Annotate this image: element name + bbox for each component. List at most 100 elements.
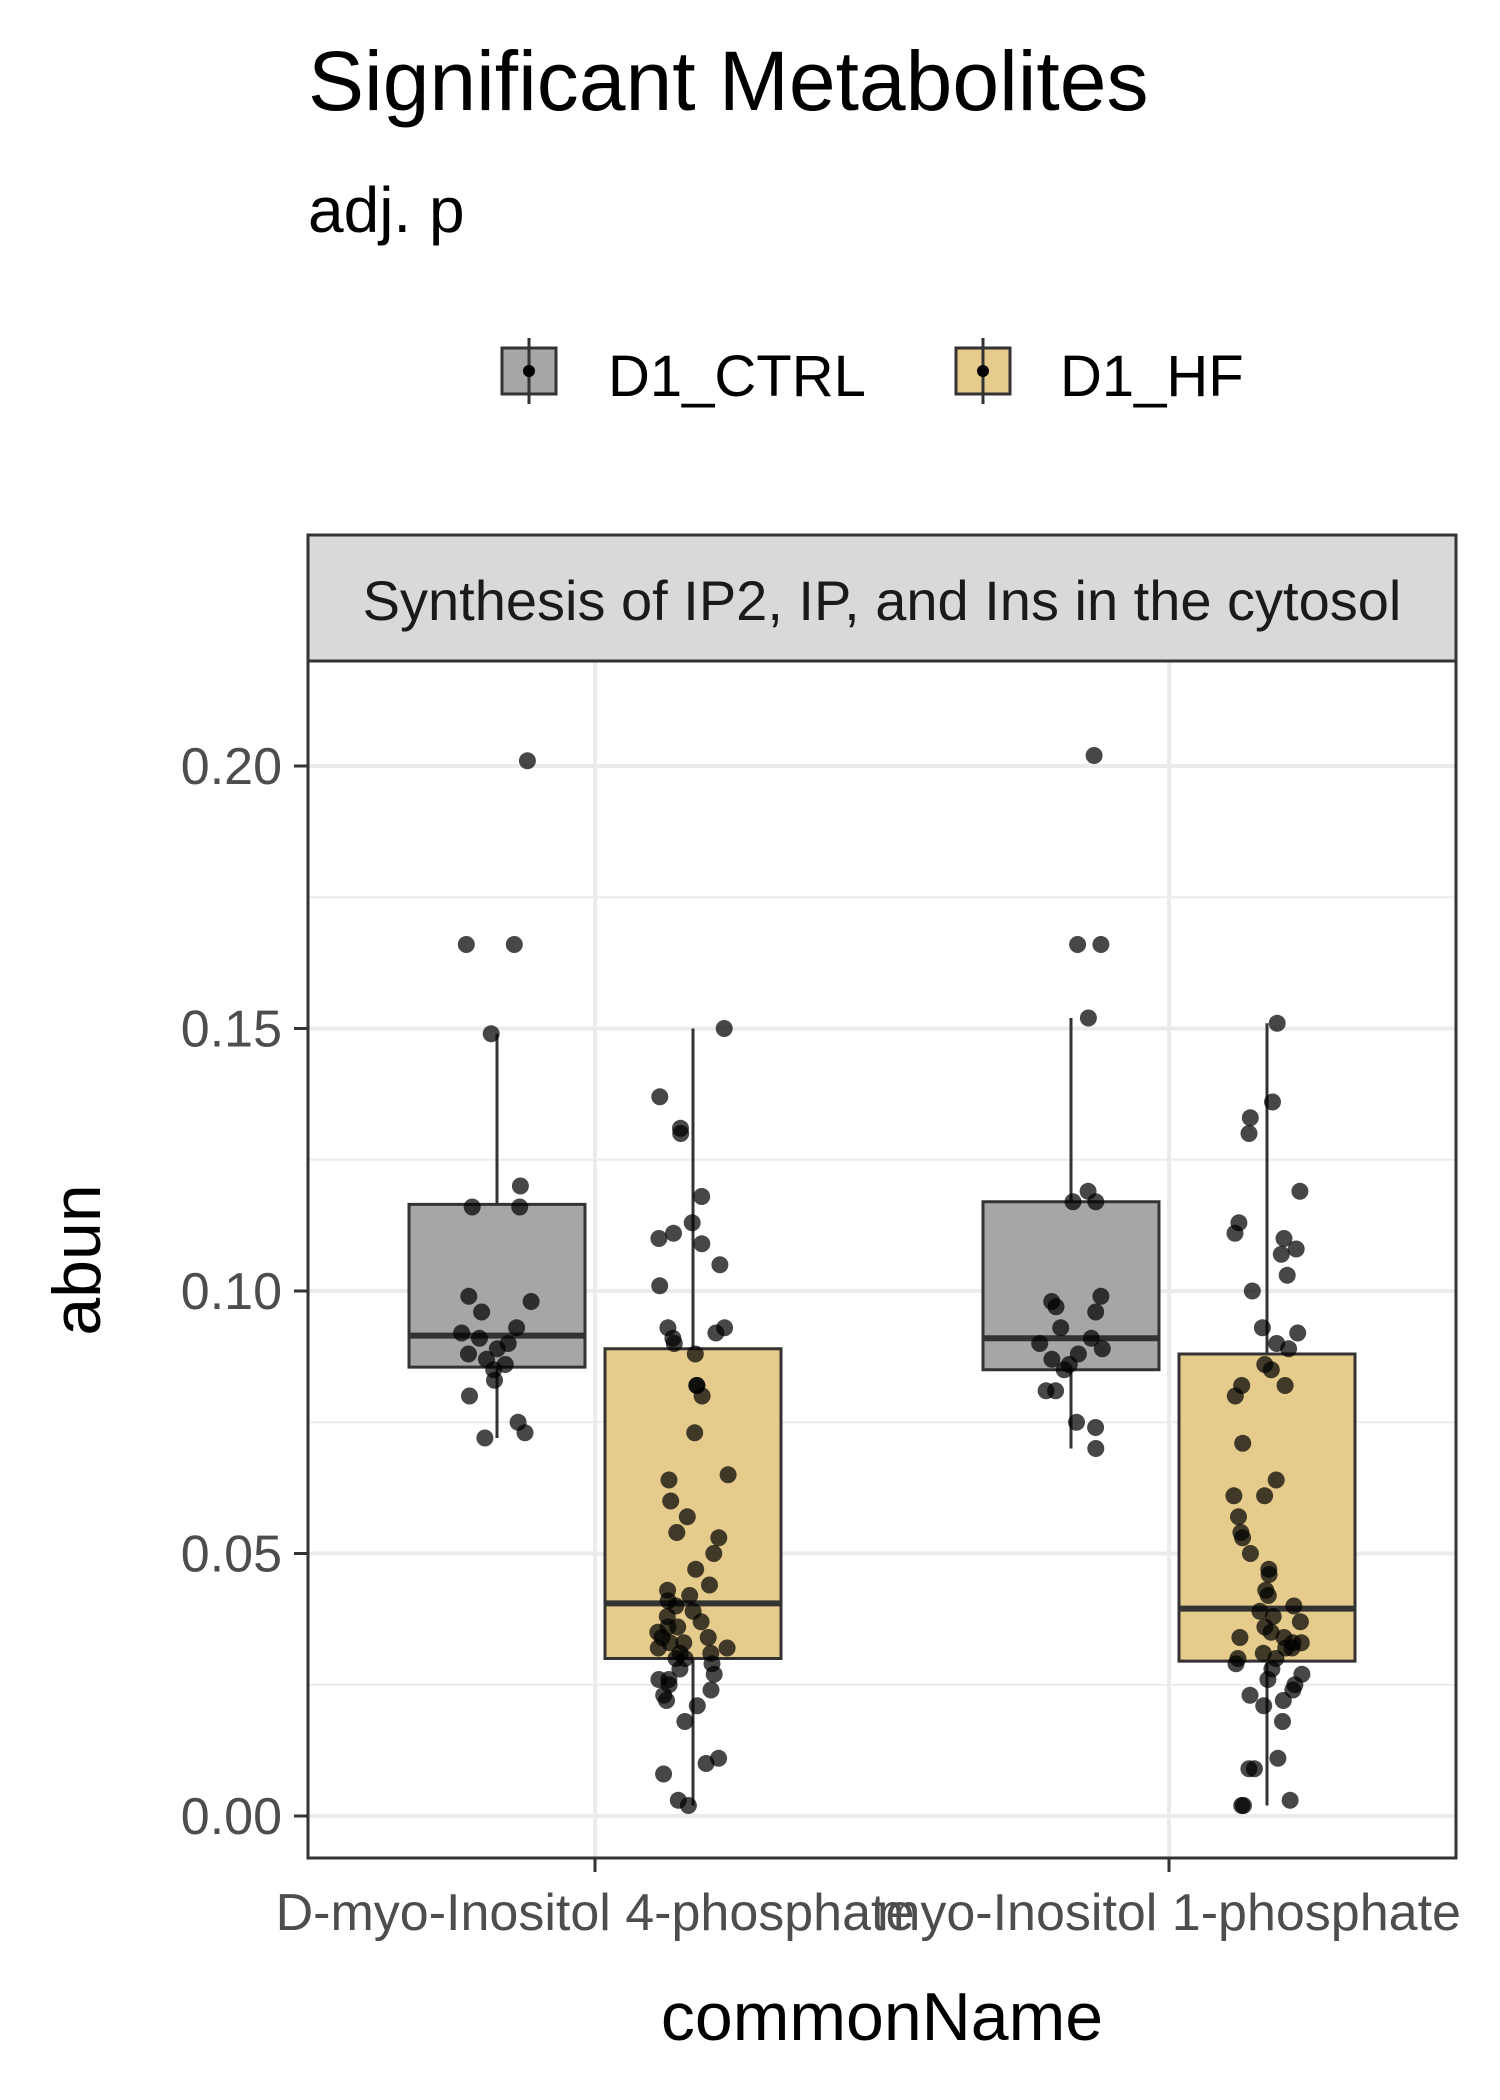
chart-title: Significant Metabolites [308,34,1148,128]
data-point [687,1560,705,1578]
data-point [486,1371,503,1389]
data-point [668,1524,686,1541]
facet-strip [306,533,1458,663]
data-point [1231,1629,1249,1646]
data-point [482,1025,500,1043]
box-body [981,1200,1161,1372]
data-point [1272,1245,1290,1263]
grid-lines [308,661,1456,1858]
data-point [1291,1182,1309,1200]
data-point [1047,1382,1065,1400]
data-point [1281,1791,1299,1809]
data-point [1251,1602,1269,1620]
data-point [1240,1125,1258,1142]
legend-label-hf: D1_HF [1060,344,1244,409]
data-point [1262,1623,1280,1641]
data-point [1226,1224,1244,1242]
data-point [1267,1471,1285,1489]
data-point [1274,1713,1291,1730]
data-point [1047,1298,1065,1316]
data-point [707,1324,725,1342]
data-point [1052,1319,1070,1337]
data-point [1087,1193,1105,1211]
data-point [1241,1109,1259,1127]
data-point [705,1665,723,1683]
data-point [710,1529,728,1547]
data-point [665,1224,682,1242]
data-point [471,1329,488,1347]
data-point [651,1277,669,1295]
data-point [1031,1335,1049,1352]
data-point [705,1545,723,1562]
data-point [1226,1387,1244,1405]
data-point [1276,1377,1294,1394]
data-point [715,1020,733,1037]
data-point [1287,1240,1305,1258]
y-tick-label: 0.15 [181,1001,282,1059]
data-point [719,1466,737,1484]
y-tick-label: 0.20 [181,738,282,796]
data-point [1260,1566,1278,1583]
data-point [508,1319,526,1337]
data-points [453,747,1311,1814]
x-tick-label: myo-Inositol 1-phosphate [877,1884,1461,1942]
data-point [711,1256,729,1274]
data-point [1087,1303,1105,1321]
y-axis: 0.00 0.05 0.10 0.15 0.20 [181,738,308,1846]
data-point [1235,1797,1252,1814]
box-body [407,1202,587,1369]
data-point [1262,1361,1280,1379]
data-point [488,1340,506,1358]
data-point [1264,1093,1281,1111]
data-point [1253,1319,1271,1337]
data-point [1087,1440,1105,1457]
data-point [460,1287,478,1305]
data-point [718,1639,736,1657]
data-point [1268,1014,1286,1032]
data-point [693,1188,711,1205]
data-point [1227,1655,1245,1673]
data-point [1275,1230,1293,1247]
data-point [660,1471,678,1489]
data-point [1255,1697,1273,1715]
data-point [1285,1597,1303,1615]
data-point [1274,1692,1292,1709]
data-point [461,1387,478,1405]
data-point [1259,1587,1277,1604]
data-point [1278,1266,1296,1284]
y-tick-label: 0.10 [181,1263,282,1321]
data-point [665,1335,683,1352]
data-point [686,1424,704,1442]
data-point [672,1125,690,1142]
y-tick-label: 0.05 [181,1526,282,1584]
data-point [1093,1340,1111,1358]
data-point [1082,1329,1100,1347]
data-point [516,1424,534,1442]
data-point [1259,1671,1277,1688]
data-point [1087,1419,1105,1436]
data-point [658,1692,675,1709]
data-point [651,1088,669,1106]
data-point [1064,1193,1082,1211]
data-point [1289,1324,1307,1342]
data-point [473,1303,491,1321]
box-D1_CTRL-0 [407,1033,587,1438]
data-point [1225,1487,1243,1505]
data-point [683,1214,701,1232]
chart-subtitle: adj. p [308,174,465,246]
data-point [681,1587,699,1604]
data-point [671,1660,689,1678]
data-point [692,1613,710,1631]
x-tick-label: D-myo-Inositol 4-phosphate [276,1884,915,1942]
data-point [1291,1613,1309,1631]
plot-border [306,659,1458,1860]
data-point [649,1639,667,1657]
data-point [693,1387,711,1405]
data-point [1234,1529,1252,1547]
data-point [1241,1545,1259,1562]
data-point [655,1765,673,1783]
data-point [1085,747,1103,764]
data-point [679,1797,697,1814]
